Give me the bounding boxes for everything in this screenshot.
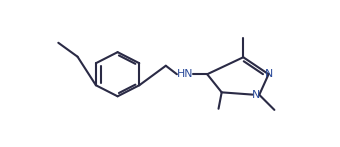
Text: N: N [252,90,260,100]
Text: N: N [265,69,273,79]
Text: HN: HN [176,69,193,79]
